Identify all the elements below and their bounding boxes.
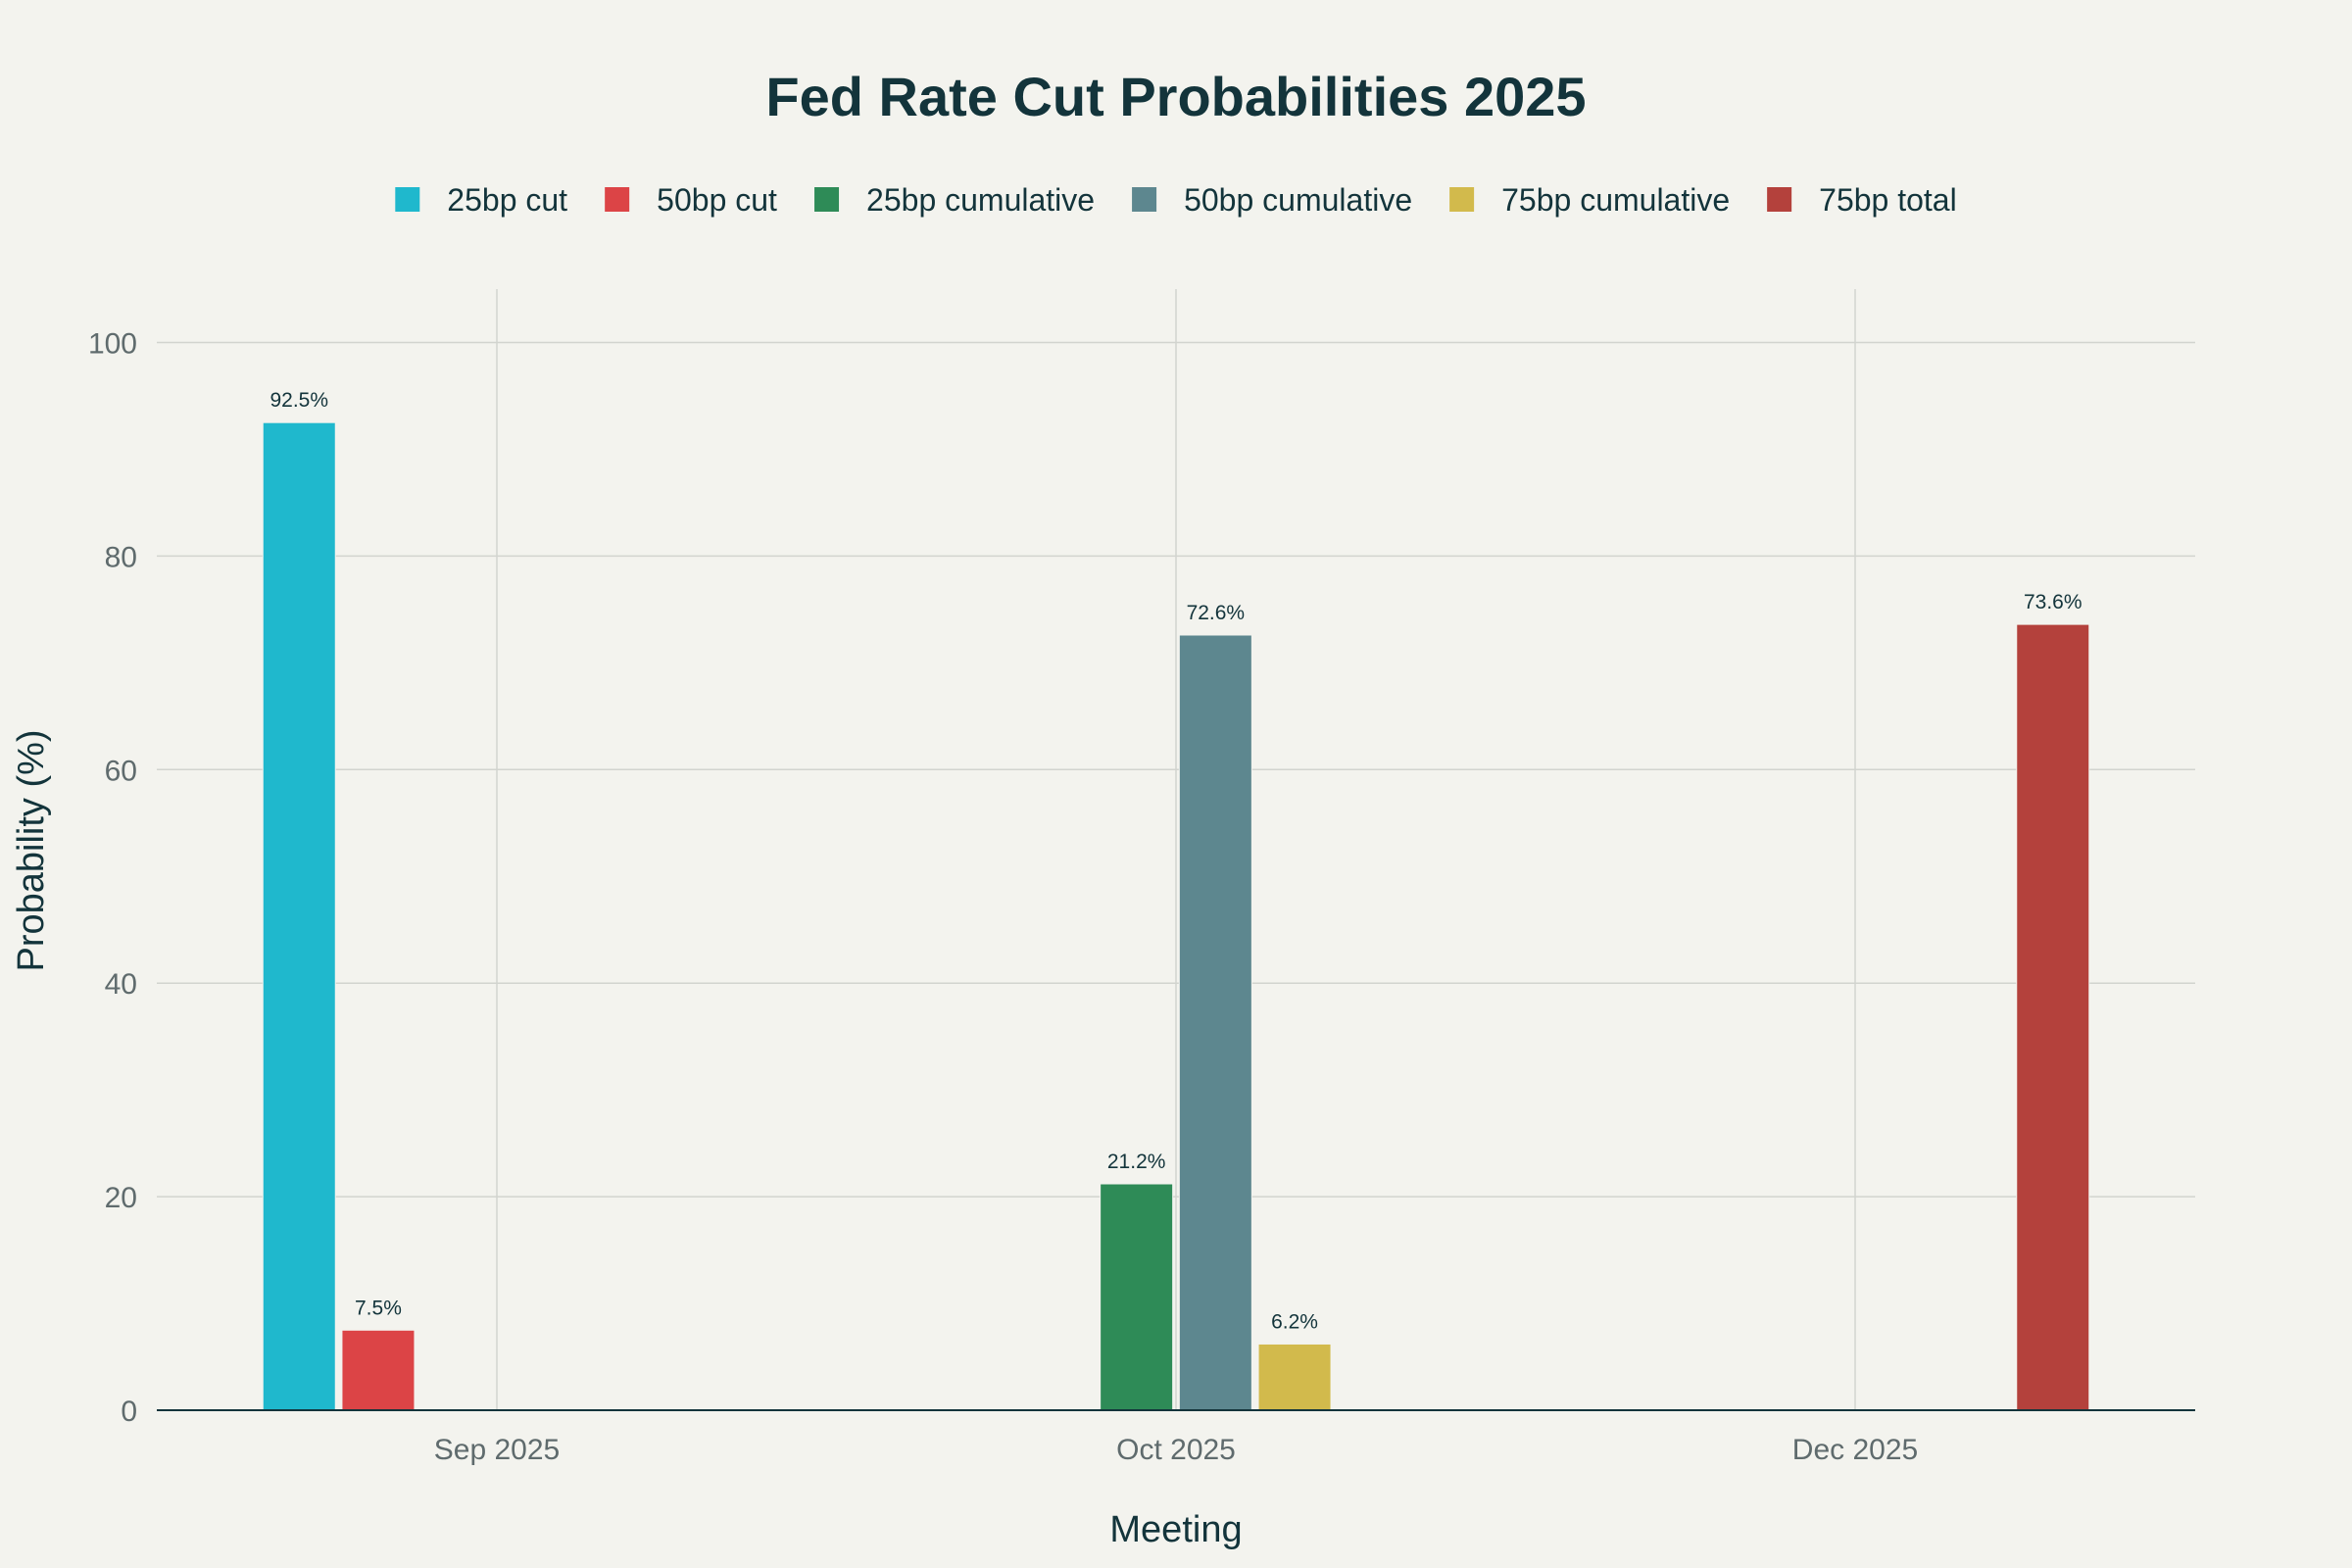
y-tick-label: 60 (105, 755, 137, 787)
bar-data-label: 7.5% (355, 1297, 402, 1319)
bar (1257, 1343, 1332, 1411)
bar-data-label: 6.2% (1271, 1310, 1318, 1333)
legend-item: 50bp cut (605, 182, 777, 218)
legend-label: 50bp cumulative (1184, 182, 1412, 218)
bars: 92.5% 7.5% 21.2% 72.6% 6.2% 73.6% (262, 389, 2090, 1411)
bar (2016, 623, 2090, 1411)
legend-label: 75bp cumulative (1501, 182, 1730, 218)
y-tick-label: 0 (121, 1396, 137, 1428)
y-tick-label: 40 (105, 968, 137, 1001)
legend-label: 50bp cut (657, 182, 777, 218)
bar-data-label: 21.2% (1107, 1151, 1166, 1173)
legend-label: 25bp cumulative (866, 182, 1095, 218)
legend-swatch (395, 187, 420, 212)
legend-label: 75bp total (1819, 182, 1957, 218)
legend-swatch (1449, 187, 1475, 212)
bar (1100, 1183, 1174, 1411)
bar-data-label: 73.6% (2024, 591, 2082, 613)
y-tick-label: 100 (88, 327, 137, 360)
x-tick-label: Dec 2025 (1792, 1434, 1918, 1466)
y-tick-label: 80 (105, 541, 137, 573)
chart-title: Fed Rate Cut Probabilities 2025 (765, 66, 1586, 127)
legend-item: 75bp cumulative (1449, 182, 1730, 218)
y-tick-label: 20 (105, 1182, 137, 1214)
bar-data-label: 72.6% (1187, 602, 1246, 624)
legend-item: 50bp cumulative (1132, 182, 1412, 218)
legend: 25bp cut 50bp cut 25bp cumulative 50bp cumu… (395, 182, 1957, 218)
y-tick-labels: 0 20 40 60 80 100 (88, 327, 137, 1428)
legend-swatch (1132, 187, 1157, 212)
legend-swatch (605, 187, 630, 212)
y-axis-title: Probability (%) (11, 729, 52, 971)
bar (1178, 634, 1252, 1411)
bar-data-label: 92.5% (270, 389, 328, 412)
x-tick-label: Sep 2025 (434, 1434, 560, 1466)
legend-item: 25bp cut (395, 182, 567, 218)
x-axis-title: Meeting (1109, 1509, 1242, 1550)
legend-swatch (1767, 187, 1792, 212)
grid (157, 289, 2195, 1410)
legend-label: 25bp cut (447, 182, 567, 218)
legend-item: 75bp total (1767, 182, 1957, 218)
legend-item: 25bp cumulative (814, 182, 1095, 218)
bar (341, 1329, 416, 1411)
x-tick-label: Oct 2025 (1116, 1434, 1236, 1466)
legend-swatch (814, 187, 840, 212)
x-tick-labels: Sep 2025 Oct 2025 Dec 2025 (434, 1434, 1918, 1466)
bar (262, 421, 336, 1411)
